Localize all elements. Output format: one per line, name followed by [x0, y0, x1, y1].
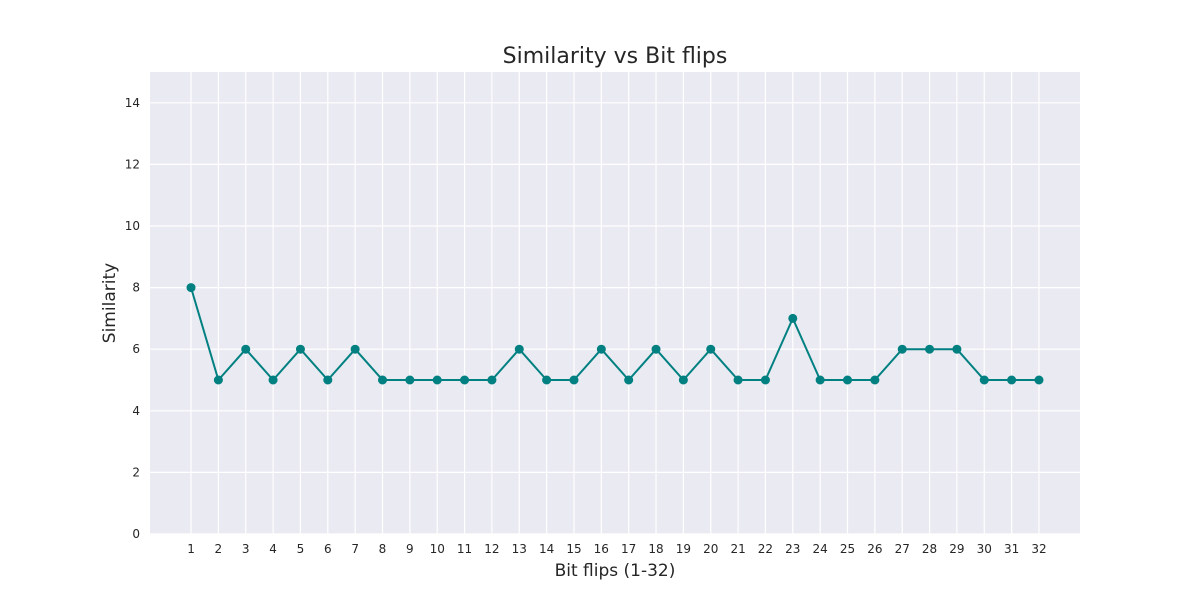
- data-point: [186, 283, 196, 293]
- data-point: [925, 344, 935, 354]
- data-point: [760, 375, 770, 385]
- y-tick-label: 2: [132, 465, 140, 479]
- x-tick-label: 14: [539, 542, 554, 556]
- x-tick-label: 30: [977, 542, 992, 556]
- data-point: [596, 344, 606, 354]
- y-axis-ticks: 0 2 4 6 8 10 12 14: [125, 96, 140, 541]
- y-tick-label: 0: [132, 527, 140, 541]
- x-tick-label: 9: [406, 542, 414, 556]
- x-tick-label: 25: [840, 542, 855, 556]
- data-point: [1034, 375, 1044, 385]
- x-tick-label: 20: [703, 542, 718, 556]
- y-tick-label: 6: [132, 342, 140, 356]
- y-axis-label: Similarity: [100, 263, 120, 343]
- x-tick-label: 15: [566, 542, 581, 556]
- data-point: [378, 375, 387, 385]
- x-tick-label: 11: [457, 542, 472, 556]
- data-point: [678, 375, 688, 385]
- data-point: [432, 375, 442, 385]
- data-point: [268, 375, 278, 385]
- x-tick-label: 27: [895, 542, 910, 556]
- x-tick-label: 5: [297, 542, 305, 556]
- x-tick-label: 6: [324, 542, 332, 556]
- plot-area: [150, 72, 1080, 534]
- x-tick-label: 12: [484, 542, 499, 556]
- x-tick-label: 18: [648, 542, 663, 556]
- x-tick-label: 24: [813, 542, 828, 556]
- x-axis-label: Bit flips (1-32): [555, 561, 676, 581]
- x-tick-label: 23: [785, 542, 800, 556]
- data-point: [870, 375, 880, 385]
- data-point: [897, 344, 907, 354]
- y-tick-label: 8: [132, 281, 140, 295]
- data-point: [542, 375, 552, 385]
- data-point: [514, 344, 524, 354]
- x-axis-ticks: 1 2 3 4 5 6 7 8 9 10 11 12 13 14 15 16 17 18 19 20 21 22 23 24 2…: [187, 542, 1046, 556]
- data-point: [241, 344, 251, 354]
- data-point: [706, 344, 716, 354]
- x-tick-label: 10: [430, 542, 445, 556]
- data-points: [186, 283, 1044, 385]
- x-tick-label: 7: [351, 542, 359, 556]
- data-point: [815, 375, 825, 385]
- x-tick-label: 17: [621, 542, 636, 556]
- data-point: [952, 344, 962, 354]
- y-tick-label: 14: [125, 96, 140, 110]
- x-tick-label: 26: [867, 542, 882, 556]
- x-tick-label: 8: [379, 542, 387, 556]
- y-tick-label: 12: [125, 157, 140, 171]
- data-point: [323, 375, 333, 385]
- x-tick-label: 19: [676, 542, 691, 556]
- x-tick-label: 21: [730, 542, 745, 556]
- series-line: [190, 287, 1039, 381]
- x-tick-label: 28: [922, 542, 937, 556]
- x-tick-label: 32: [1031, 542, 1046, 556]
- y-tick-label: 4: [132, 404, 140, 418]
- data-point: [1007, 375, 1017, 385]
- y-tick-label: 10: [125, 219, 140, 233]
- x-tick-label: 3: [242, 542, 250, 556]
- data-point: [788, 313, 798, 323]
- x-tick-label: 22: [758, 542, 773, 556]
- data-point: [295, 344, 305, 354]
- x-tick-label: 1: [187, 542, 195, 556]
- grid-lines: [150, 72, 1080, 535]
- data-point: [843, 375, 852, 385]
- x-tick-label: 31: [1004, 542, 1019, 556]
- data-point: [569, 375, 579, 385]
- chart-title: Similarity vs Bit flips: [503, 44, 728, 69]
- data-point: [624, 375, 634, 385]
- data-point: [979, 375, 989, 385]
- x-tick-label: 4: [269, 542, 277, 556]
- data-point: [460, 375, 470, 385]
- x-tick-label: 13: [512, 542, 527, 556]
- x-tick-label: 2: [215, 542, 223, 556]
- data-point: [213, 375, 223, 385]
- x-tick-label: 29: [949, 542, 964, 556]
- data-point: [651, 344, 661, 354]
- data-point: [350, 344, 360, 354]
- data-point: [405, 375, 415, 385]
- x-tick-label: 16: [594, 542, 609, 556]
- data-point: [487, 375, 497, 385]
- data-point: [733, 375, 743, 385]
